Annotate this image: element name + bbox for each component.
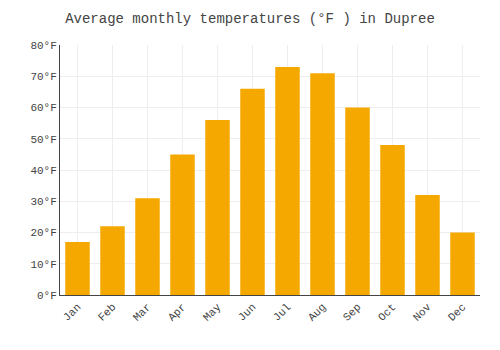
svg-text:20°F: 20°F (30, 227, 56, 239)
svg-text:May: May (201, 301, 224, 324)
svg-text:Mar: Mar (131, 301, 153, 323)
svg-text:80°F: 80°F (30, 40, 56, 52)
svg-text:0°F: 0°F (37, 290, 57, 302)
svg-text:Apr: Apr (166, 301, 188, 323)
svg-text:Aug: Aug (306, 301, 328, 323)
svg-text:40°F: 40°F (30, 165, 56, 177)
svg-text:Average monthly temperatures (: Average monthly temperatures (°F ) in Du… (65, 11, 435, 27)
svg-text:Jul: Jul (271, 301, 293, 323)
svg-text:Feb: Feb (96, 301, 118, 323)
svg-text:Sep: Sep (341, 301, 363, 323)
svg-text:Jan: Jan (61, 301, 83, 323)
svg-text:70°F: 70°F (30, 71, 56, 83)
svg-text:Jun: Jun (236, 301, 258, 323)
svg-text:Dec: Dec (446, 301, 468, 323)
svg-text:60°F: 60°F (30, 102, 56, 114)
svg-text:10°F: 10°F (30, 259, 56, 271)
svg-text:50°F: 50°F (30, 134, 56, 146)
svg-text:Oct: Oct (376, 301, 398, 323)
svg-text:Nov: Nov (411, 301, 434, 324)
svg-text:30°F: 30°F (30, 196, 56, 208)
